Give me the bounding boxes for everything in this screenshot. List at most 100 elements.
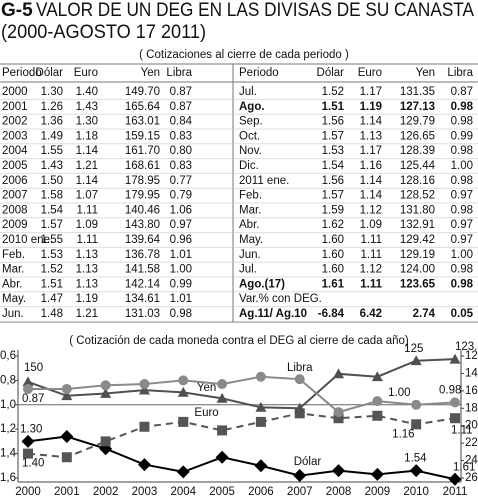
- cell-value: 1.55: [41, 145, 63, 157]
- row-label: 2003: [2, 130, 28, 142]
- series-label: Libra: [287, 362, 313, 374]
- cell-value: 1.12: [360, 204, 382, 216]
- marker: [293, 469, 307, 483]
- cell-value: 0.87: [170, 86, 192, 98]
- marker: [410, 355, 422, 366]
- cell-value: 1.11: [360, 278, 382, 290]
- cell-value: 0.98: [451, 101, 474, 113]
- cell-value: 1.21: [76, 308, 98, 320]
- series-label: Yen: [197, 382, 216, 394]
- cell-value: 1.11: [76, 234, 98, 246]
- cell-value: 1.43: [76, 101, 98, 113]
- y2-tick-label: 220: [465, 437, 478, 449]
- cell-value: 0.83: [170, 160, 192, 172]
- cell-value: 0.80: [170, 145, 192, 157]
- series-line: [28, 375, 456, 414]
- cell-value: 131.35: [400, 86, 435, 98]
- cell-value: 0.98: [451, 278, 474, 290]
- cell-value: 0.97: [451, 234, 473, 246]
- cell-value: 1.52: [322, 86, 344, 98]
- value-label: 0.98: [439, 384, 461, 396]
- cell-value: 1.49: [41, 130, 63, 142]
- cell-value: 1.13: [76, 249, 98, 261]
- series-line: [27, 358, 456, 410]
- cell-value: 168.61: [125, 160, 160, 172]
- cell-value: 1.00: [451, 160, 473, 172]
- y-tick-label: 1,4: [0, 448, 17, 460]
- x-tick-label: 2002: [93, 486, 119, 498]
- cell-value: 1.60: [322, 264, 344, 276]
- row-label: Oct.: [239, 130, 260, 142]
- marker: [61, 383, 72, 394]
- x-tick-label: 2000: [15, 486, 41, 498]
- cell-value: 136.78: [125, 249, 160, 261]
- cell-value: 163.01: [125, 116, 160, 128]
- marker: [178, 375, 189, 386]
- marker: [139, 379, 150, 390]
- cell-value: 1.14: [76, 145, 99, 157]
- cell-value: 1.55: [41, 234, 63, 246]
- cell-value: 125.44: [400, 160, 436, 172]
- row-label: Ag.11/ Ag.10: [239, 308, 307, 320]
- row-label: 2004: [2, 145, 28, 157]
- marker: [138, 384, 150, 395]
- cell-value: 1.43: [41, 160, 63, 172]
- cell-value: 1.60: [322, 234, 344, 246]
- cell-value: 1.21: [76, 160, 98, 172]
- x-tick-label: 2001: [54, 486, 80, 498]
- cell-value: 127.13: [400, 101, 435, 113]
- marker: [100, 380, 111, 391]
- cell-value: 142.14: [125, 278, 161, 290]
- marker: [409, 464, 423, 478]
- row-label: Jun.: [2, 308, 24, 320]
- cell-value: 0.87: [170, 101, 192, 113]
- cell-value: 0.96: [170, 234, 192, 246]
- marker: [372, 396, 383, 407]
- row-label: 2007: [2, 190, 28, 202]
- marker: [450, 413, 460, 424]
- value-label: 1.30: [20, 423, 42, 435]
- cell-value: 1.18: [76, 130, 98, 142]
- y-tick-label: 0,6: [0, 350, 16, 362]
- cell-value: 1.62: [322, 219, 344, 231]
- row-label: Ago.(17): [239, 278, 285, 290]
- row-label: May.: [2, 293, 26, 305]
- cell-value: 1.00: [170, 264, 192, 276]
- marker: [411, 419, 422, 430]
- cell-value: 131.03: [125, 308, 160, 320]
- row-label: Jul.: [239, 86, 257, 98]
- cell-value: 0.98: [451, 204, 473, 216]
- y2-tick-label: 260: [465, 472, 478, 484]
- marker: [22, 376, 34, 387]
- cell-value: 149.70: [125, 86, 160, 98]
- series-line: [27, 435, 456, 481]
- row-label: 2005: [2, 160, 28, 172]
- cell-value: 140.46: [125, 204, 160, 216]
- cell-value: 0.98: [451, 264, 473, 276]
- x-tick-label: 2010: [403, 486, 429, 498]
- marker: [294, 374, 305, 385]
- row-label: 2008: [2, 204, 28, 216]
- marker: [217, 379, 228, 390]
- cell-value: 128.52: [400, 190, 435, 202]
- x-tick-label: 2005: [209, 486, 235, 498]
- value-label: 125: [404, 343, 423, 355]
- cell-value: 1.57: [322, 130, 344, 142]
- series-label: Euro: [194, 407, 218, 419]
- marker: [61, 452, 72, 463]
- row-label: 2006: [2, 175, 28, 187]
- x-tick-label: 2008: [326, 486, 352, 498]
- cell-value: 1.51: [41, 278, 63, 290]
- chart-code: G-5: [1, 0, 33, 21]
- value-label: 1.40: [22, 458, 44, 470]
- cell-value: 1.47: [41, 293, 63, 305]
- row-label: 2001: [2, 101, 28, 113]
- marker: [139, 421, 150, 432]
- cell-value: 1.11: [76, 204, 98, 216]
- x-tick-label: 2006: [248, 486, 274, 498]
- row-label: Jul.: [239, 264, 257, 276]
- cell-value: 159.15: [125, 130, 160, 142]
- y-tick-label: 1,6: [0, 472, 16, 484]
- cell-value: 128.16: [400, 175, 435, 187]
- cell-value: 129.79: [400, 116, 435, 128]
